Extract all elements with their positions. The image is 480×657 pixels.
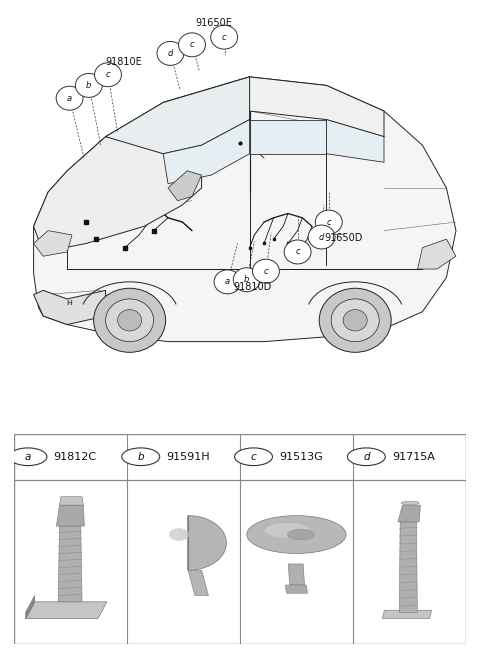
Circle shape <box>211 25 238 49</box>
Polygon shape <box>285 585 308 593</box>
Text: d: d <box>319 233 324 242</box>
Text: a: a <box>25 452 31 462</box>
Text: 91810D: 91810D <box>233 282 271 292</box>
Polygon shape <box>188 516 227 570</box>
Text: b: b <box>137 452 144 462</box>
Polygon shape <box>34 77 456 342</box>
Circle shape <box>308 225 335 249</box>
Polygon shape <box>398 505 420 522</box>
Circle shape <box>122 448 160 466</box>
Circle shape <box>331 299 379 342</box>
Polygon shape <box>56 505 84 526</box>
Polygon shape <box>288 564 304 585</box>
Polygon shape <box>168 171 202 201</box>
Circle shape <box>233 268 260 292</box>
Text: 91812C: 91812C <box>54 452 97 462</box>
Circle shape <box>315 210 342 234</box>
Text: c: c <box>222 33 227 41</box>
Text: H: H <box>67 300 72 306</box>
Circle shape <box>157 41 184 65</box>
Ellipse shape <box>169 528 189 541</box>
Circle shape <box>348 448 385 466</box>
Circle shape <box>94 288 166 352</box>
Text: c: c <box>326 217 331 227</box>
Text: c: c <box>190 40 194 49</box>
Circle shape <box>95 63 121 87</box>
Text: d: d <box>168 49 173 58</box>
Polygon shape <box>25 595 35 619</box>
Text: c: c <box>264 267 268 276</box>
Text: c: c <box>251 452 256 462</box>
Circle shape <box>214 270 241 294</box>
Polygon shape <box>163 77 384 137</box>
Polygon shape <box>399 522 417 612</box>
Text: 91810E: 91810E <box>106 57 142 67</box>
Circle shape <box>75 74 102 97</box>
Text: 91513G: 91513G <box>279 452 323 462</box>
Text: a: a <box>225 277 230 286</box>
Text: b: b <box>244 275 250 284</box>
Circle shape <box>56 86 83 110</box>
Polygon shape <box>34 231 72 256</box>
Polygon shape <box>34 137 202 252</box>
Polygon shape <box>60 497 84 505</box>
Circle shape <box>179 33 205 57</box>
Polygon shape <box>58 526 82 602</box>
Ellipse shape <box>247 516 346 553</box>
Polygon shape <box>250 120 326 154</box>
Text: 91650E: 91650E <box>195 18 232 28</box>
Text: c: c <box>295 248 300 256</box>
Ellipse shape <box>288 530 314 540</box>
Polygon shape <box>14 434 466 644</box>
Circle shape <box>319 288 391 352</box>
Polygon shape <box>34 290 106 325</box>
Circle shape <box>252 260 279 283</box>
Circle shape <box>343 309 367 331</box>
Polygon shape <box>326 120 384 162</box>
Text: 91650D: 91650D <box>324 233 362 243</box>
Circle shape <box>284 240 311 264</box>
Polygon shape <box>106 77 250 154</box>
Circle shape <box>106 299 154 342</box>
Circle shape <box>9 448 47 466</box>
Circle shape <box>118 309 142 331</box>
Text: b: b <box>86 81 92 90</box>
Text: a: a <box>67 94 72 102</box>
Circle shape <box>235 448 273 466</box>
Text: c: c <box>106 70 110 79</box>
Ellipse shape <box>265 523 310 537</box>
Polygon shape <box>25 602 107 619</box>
Polygon shape <box>188 570 208 595</box>
Text: d: d <box>363 452 370 462</box>
Polygon shape <box>418 239 456 269</box>
Text: 91715A: 91715A <box>392 452 435 462</box>
Ellipse shape <box>401 501 419 505</box>
Polygon shape <box>163 120 250 184</box>
Text: 91591H: 91591H <box>166 452 210 462</box>
Polygon shape <box>382 610 432 619</box>
